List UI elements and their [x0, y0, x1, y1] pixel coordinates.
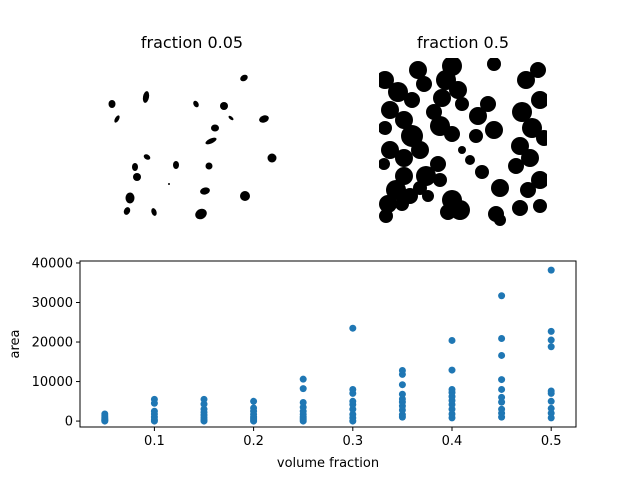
- data-point: [547, 336, 555, 344]
- data-point: [299, 385, 307, 393]
- x-axis-label: volume fraction: [277, 456, 379, 471]
- data-point: [250, 397, 258, 405]
- data-point: [547, 387, 555, 395]
- data-point: [200, 405, 208, 413]
- x-tick-label: 0.5: [541, 434, 562, 449]
- data-point: [448, 385, 456, 393]
- y-axis-label: area: [8, 330, 23, 359]
- y-tick-label: 0: [65, 415, 73, 430]
- y-tick-label: 20000: [32, 336, 73, 351]
- data-point: [299, 398, 307, 406]
- x-axis-ticks: 0.1 0.2 0.3 0.4 0.5: [144, 427, 562, 449]
- data-point: [250, 404, 258, 412]
- data-point: [448, 336, 456, 344]
- panel-title-fraction-05: fraction 0.5: [417, 33, 509, 52]
- x-tick-label: 0.4: [442, 434, 463, 449]
- data-point: [498, 405, 506, 413]
- y-tick-label: 30000: [32, 296, 73, 311]
- data-point: [547, 397, 555, 405]
- y-tick-label: 10000: [32, 375, 73, 390]
- data-point: [547, 266, 555, 274]
- data-point: [349, 397, 357, 405]
- data-point: [498, 376, 506, 384]
- data-point: [349, 410, 357, 418]
- data-point: [101, 410, 109, 418]
- data-point: [498, 292, 506, 300]
- x-tick-label: 0.2: [243, 434, 264, 449]
- data-point: [448, 366, 456, 374]
- x-tick-label: 0.1: [144, 434, 165, 449]
- data-point: [498, 385, 506, 393]
- data-points: [101, 266, 555, 425]
- data-point: [299, 375, 307, 383]
- data-point: [398, 381, 406, 389]
- data-point: [349, 324, 357, 332]
- data-point: [398, 390, 406, 398]
- data-point: [498, 393, 506, 401]
- data-point: [498, 351, 506, 359]
- data-point: [150, 407, 158, 415]
- data-point: [349, 385, 357, 393]
- data-point: [398, 366, 406, 374]
- y-tick-label: 40000: [32, 256, 73, 271]
- y-axis-ticks: 0 10000 20000 30000 40000: [32, 256, 80, 430]
- x-tick-label: 0.3: [342, 434, 363, 449]
- plot-frame: [79, 260, 577, 428]
- data-point: [150, 395, 158, 403]
- data-point: [547, 404, 555, 412]
- data-point: [547, 343, 555, 351]
- data-point: [498, 334, 506, 342]
- data-point: [200, 395, 208, 403]
- panel-title-fraction-005: fraction 0.05: [140, 33, 244, 52]
- data-point: [547, 327, 555, 335]
